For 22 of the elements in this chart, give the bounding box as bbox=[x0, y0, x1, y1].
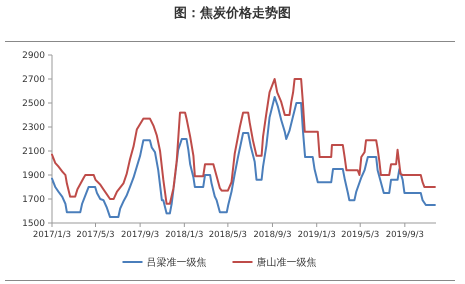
x-tick-label: 2017/9/3 bbox=[121, 230, 160, 240]
y-tick-label: 1500 bbox=[22, 219, 46, 230]
y-tick-label: 2500 bbox=[22, 99, 46, 110]
line-series bbox=[51, 78, 436, 205]
y-tick-label: 2700 bbox=[22, 75, 46, 86]
x-tick-label: 2018/9/3 bbox=[253, 230, 292, 240]
y-tick-label: 2100 bbox=[22, 147, 46, 158]
y-tick-label: 2900 bbox=[22, 51, 46, 62]
x-tick-label: 2019/1/3 bbox=[298, 230, 336, 240]
y-tick-label: 2300 bbox=[22, 123, 46, 134]
x-tick-label: 2017/1/3 bbox=[32, 230, 72, 240]
legend-label: 吕梁准一级焦 bbox=[146, 256, 206, 268]
legend-label: 唐山准一级焦 bbox=[256, 256, 316, 268]
chart-title: 图：焦炭价格走势图 bbox=[174, 5, 291, 21]
y-tick-label: 1700 bbox=[22, 195, 46, 206]
x-tick-label: 2019/5/3 bbox=[341, 230, 380, 240]
x-tick-label: 2018/1/3 bbox=[165, 230, 204, 240]
x-tick-label: 2019/9/3 bbox=[386, 230, 424, 240]
x-tick-label: 2017/5/3 bbox=[76, 230, 115, 240]
x-tick-label: 2018/5/3 bbox=[208, 230, 247, 240]
y-tick-label: 1900 bbox=[22, 171, 46, 182]
line-series bbox=[51, 96, 436, 218]
